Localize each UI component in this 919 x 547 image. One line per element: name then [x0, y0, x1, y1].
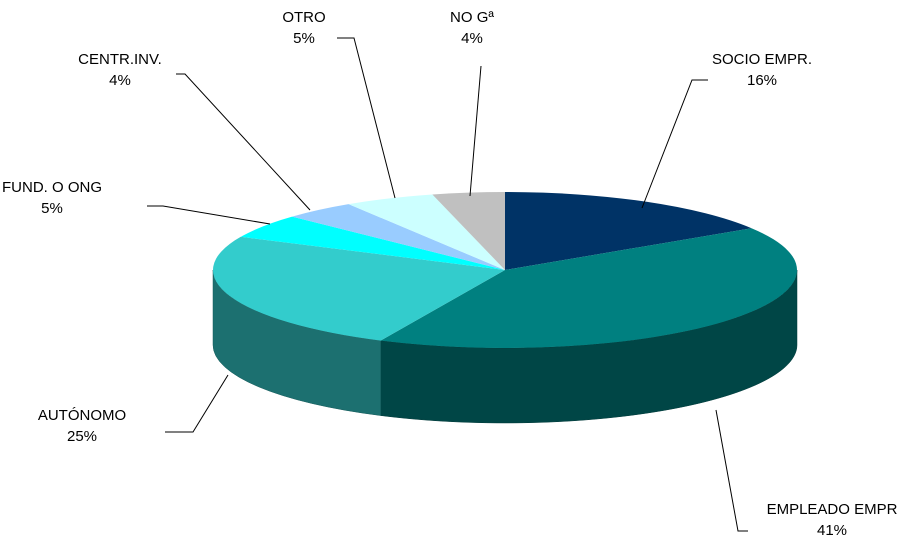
pie-side-3	[212, 269, 381, 416]
slice-name-label-1: SOCIO EMPR.	[712, 51, 812, 68]
pie-slice-2	[380, 228, 797, 348]
leader-lines	[147, 37, 748, 532]
pie-side-walls	[212, 269, 798, 424]
pie-slice-7	[432, 192, 505, 270]
slice-name-label-4: FUND. O ONG	[2, 179, 102, 196]
slice-name-label-2: EMPLEADO EMPR	[767, 501, 898, 518]
leader-line-1	[641, 79, 708, 209]
slice-name-label-7: NO Gª	[450, 9, 494, 26]
leader-line-2	[715, 409, 748, 532]
slice-percent-label-7: 4%	[461, 30, 483, 47]
slice-name-label-5: CENTR.INV.	[78, 51, 162, 68]
slice-percent-label-4: 5%	[41, 200, 63, 217]
leader-line-4	[147, 205, 271, 225]
slice-name-label-3: AUTÓNOMO	[38, 407, 126, 424]
slice-labels: SOCIO EMPR. 16% EMPLEADO EMPR 41% AUTÓNOMO 25…	[2, 9, 898, 539]
slice-name-label-6: OTRO	[282, 9, 325, 26]
pie-slice-4	[240, 216, 505, 270]
slice-percent-label-1: 16%	[747, 72, 777, 89]
slice-percent-label-5: 4%	[109, 72, 131, 89]
pie-slice-3	[212, 236, 505, 341]
leader-line-3	[165, 374, 229, 433]
leader-line-6	[337, 37, 396, 199]
slice-percent-label-3: 25%	[67, 428, 97, 445]
pie-slice-5	[292, 204, 505, 270]
pie-slice-6	[348, 194, 505, 270]
slice-percent-label-6: 5%	[293, 30, 315, 47]
leader-line-5	[176, 73, 311, 211]
slice-percent-label-2: 41%	[817, 522, 847, 539]
leader-line-7	[469, 65, 482, 197]
pie-top-faces	[212, 192, 797, 348]
pie-slice-1	[505, 192, 752, 270]
